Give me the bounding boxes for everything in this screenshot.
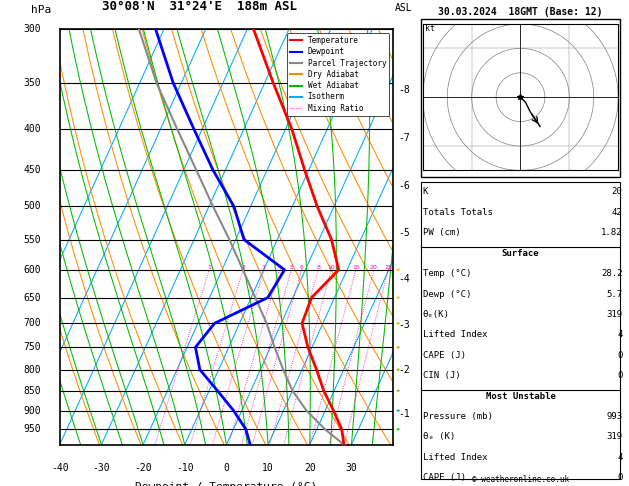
Text: -5: -5: [398, 228, 410, 238]
Text: 950: 950: [24, 424, 42, 434]
Text: 15: 15: [352, 265, 360, 270]
Text: 500: 500: [24, 202, 42, 211]
Text: 0: 0: [223, 463, 230, 473]
Text: -1: -1: [398, 409, 410, 418]
Text: θₑ (K): θₑ (K): [423, 433, 455, 441]
Text: 350: 350: [24, 78, 42, 87]
Text: CIN (J): CIN (J): [423, 371, 460, 380]
Text: 2: 2: [241, 265, 245, 270]
Text: 750: 750: [24, 342, 42, 352]
Text: 4: 4: [277, 265, 281, 270]
Text: 10: 10: [262, 463, 274, 473]
Text: -4: -4: [398, 275, 410, 284]
Text: 30.03.2024  18GMT (Base: 12): 30.03.2024 18GMT (Base: 12): [438, 7, 603, 17]
Text: 600: 600: [24, 265, 42, 275]
Legend: Temperature, Dewpoint, Parcel Trajectory, Dry Adiabat, Wet Adiabat, Isotherm, Mi: Temperature, Dewpoint, Parcel Trajectory…: [287, 33, 389, 116]
Text: 450: 450: [24, 165, 42, 175]
Text: 20: 20: [612, 188, 623, 196]
Text: Most Unstable: Most Unstable: [486, 392, 555, 400]
Text: 30°08'N  31°24'E  188m ASL: 30°08'N 31°24'E 188m ASL: [103, 0, 298, 13]
Text: 0: 0: [617, 371, 623, 380]
Text: 319: 319: [606, 433, 623, 441]
Text: Lifted Index: Lifted Index: [423, 453, 487, 462]
Text: -40: -40: [51, 463, 69, 473]
Text: 550: 550: [24, 235, 42, 244]
Text: 8: 8: [316, 265, 320, 270]
Text: 993: 993: [606, 412, 623, 421]
Text: -6: -6: [398, 181, 410, 191]
Text: 5.7: 5.7: [606, 290, 623, 298]
Text: Temp (°C): Temp (°C): [423, 269, 471, 278]
Text: 4: 4: [617, 453, 623, 462]
Text: 20: 20: [304, 463, 316, 473]
Text: Lifted Index: Lifted Index: [423, 330, 487, 339]
Text: 3: 3: [262, 265, 266, 270]
Text: 28.2: 28.2: [601, 269, 623, 278]
Text: 42: 42: [612, 208, 623, 217]
Text: 4: 4: [617, 330, 623, 339]
Text: -3: -3: [398, 320, 410, 330]
Text: -2: -2: [398, 364, 410, 375]
Text: -8: -8: [398, 85, 410, 95]
Text: 5: 5: [289, 265, 294, 270]
Text: -20: -20: [134, 463, 152, 473]
Bar: [421, 19, 620, 177]
Text: 6: 6: [300, 265, 304, 270]
Text: -7: -7: [398, 134, 410, 143]
Text: -30: -30: [92, 463, 110, 473]
Text: 1: 1: [208, 265, 211, 270]
Text: km
ASL: km ASL: [395, 0, 413, 13]
Text: 10: 10: [328, 265, 335, 270]
Text: 0: 0: [617, 473, 623, 482]
Text: Totals Totals: Totals Totals: [423, 208, 493, 217]
Text: © weatheronline.co.uk: © weatheronline.co.uk: [472, 474, 569, 484]
Text: 900: 900: [24, 405, 42, 416]
Text: 800: 800: [24, 364, 42, 375]
Text: 400: 400: [24, 124, 42, 134]
Text: 20: 20: [370, 265, 378, 270]
Text: CAPE (J): CAPE (J): [423, 473, 466, 482]
Text: 650: 650: [24, 293, 42, 303]
Text: -10: -10: [176, 463, 194, 473]
Text: Dewpoint / Temperature (°C): Dewpoint / Temperature (°C): [135, 482, 318, 486]
Text: Dewp (°C): Dewp (°C): [423, 290, 471, 298]
Text: 300: 300: [24, 24, 42, 34]
Text: PW (cm): PW (cm): [423, 228, 460, 237]
Text: 1.82: 1.82: [601, 228, 623, 237]
Text: hPa: hPa: [31, 4, 52, 15]
Text: 0: 0: [617, 351, 623, 360]
Text: Mixing Ratio (g/kg): Mixing Ratio (g/kg): [422, 190, 431, 284]
Text: 319: 319: [606, 310, 623, 319]
Text: 700: 700: [24, 318, 42, 329]
Text: θₑ(K): θₑ(K): [423, 310, 450, 319]
Bar: [421, 182, 620, 479]
Text: 25: 25: [384, 265, 392, 270]
Text: Pressure (mb): Pressure (mb): [423, 412, 493, 421]
Text: CAPE (J): CAPE (J): [423, 351, 466, 360]
Text: kt: kt: [425, 24, 435, 33]
Text: 850: 850: [24, 386, 42, 396]
Text: K: K: [423, 188, 428, 196]
Text: 30: 30: [345, 463, 357, 473]
Text: Surface: Surface: [502, 249, 539, 258]
